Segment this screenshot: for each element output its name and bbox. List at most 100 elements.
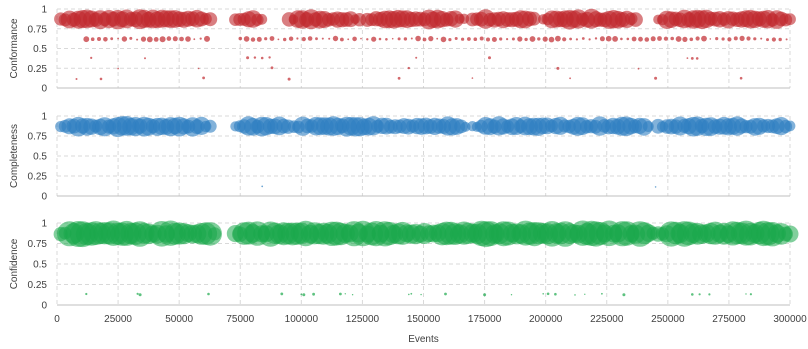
data-point [138,293,142,297]
data-point [695,36,700,41]
data-point [784,120,796,132]
data-point [440,36,447,43]
data-point [555,35,561,42]
data-point [746,36,751,41]
data-point [510,294,513,296]
data-point [620,37,623,41]
data-point [727,37,732,42]
panel-completeness: 0 0.25 0.5 0.75 1 Completeness [9,112,796,203]
data-point [428,36,434,42]
x-tick-label: 100000 [285,314,319,325]
data-point [695,57,699,60]
data-point [436,37,439,40]
data-point [347,38,350,41]
data-point [739,76,743,80]
y-tick-label: 0.25 [28,280,48,291]
data-point [166,36,172,41]
data-point [686,57,689,59]
data-point [197,67,200,70]
x-tick-label: 125000 [346,314,380,325]
data-point [562,37,567,42]
data-point [542,293,544,295]
data-point [650,36,656,42]
data-point [277,38,280,41]
y-axis-title: Confidence [9,238,20,289]
data-point [344,293,346,295]
data-point [410,37,413,40]
data-point [397,37,401,41]
data-point [483,293,487,297]
x-tick-label: 150000 [407,314,441,325]
x-tick-label: 250000 [651,314,685,325]
data-point [85,292,88,296]
y-tick-label: 0.75 [28,239,48,250]
data-point [403,37,408,41]
y-axis-title: Conformance [9,18,20,78]
data-point [269,36,275,41]
data-point [739,35,745,42]
data-point [588,38,591,41]
data-point [260,56,264,60]
data-point [628,12,643,27]
data-point [556,66,560,70]
data-point [315,37,318,41]
y-tick-label: 0.5 [33,44,47,55]
data-point [250,37,256,42]
data-point [203,12,218,27]
data-point [448,38,452,42]
data-point [321,37,324,40]
data-point [753,37,757,41]
data-point [202,76,206,80]
data-point [491,37,497,42]
data-point [663,36,669,41]
y-tick-label: 0 [41,301,47,312]
data-point [488,56,491,60]
data-point [569,77,571,80]
y-tick-label: 1 [41,112,47,123]
y-axis-title: Completeness [9,124,20,188]
data-point [689,37,694,42]
data-point [385,38,388,41]
data-point [121,36,128,42]
data-point [638,36,643,42]
data-point [407,66,410,70]
data-points [54,8,796,81]
data-point [690,57,694,60]
data-point [307,36,313,41]
y-tick-label: 0.25 [28,64,48,75]
data-point [511,37,515,41]
data-point [467,37,471,41]
data-point [626,37,630,41]
data-point [208,227,222,241]
data-point [288,36,294,41]
data-point [709,38,712,40]
data-point [529,36,536,42]
data-point [569,37,572,41]
data-point [486,37,490,42]
data-point [261,185,264,188]
y-tick-label: 0.5 [33,152,47,163]
data-point [733,36,738,41]
data-point [701,35,707,42]
data-point [479,36,484,41]
data-point [136,292,139,295]
data-point [366,38,369,41]
data-point [312,292,315,296]
data-point [454,37,458,40]
data-point [256,13,268,25]
data-point [287,77,291,81]
data-point [371,36,377,42]
data-point [204,35,210,42]
data-point [253,56,257,59]
data-point [691,293,694,296]
data-point [422,37,427,42]
data-point [715,37,719,41]
data-point [654,186,657,188]
data-point [193,38,196,41]
data-point [784,13,796,26]
data-point [524,37,528,42]
data-point [351,294,354,296]
data-point [574,294,576,296]
data-point [340,37,344,42]
data-point [179,36,184,42]
